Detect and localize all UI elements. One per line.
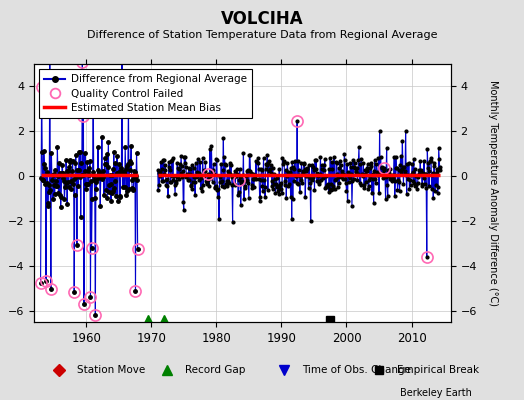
Text: Time of Obs. Change: Time of Obs. Change	[302, 365, 411, 375]
Legend: Difference from Regional Average, Quality Control Failed, Estimated Station Mean: Difference from Regional Average, Qualit…	[39, 69, 252, 118]
Text: Empirical Break: Empirical Break	[397, 365, 479, 375]
Text: Berkeley Earth: Berkeley Earth	[400, 388, 472, 398]
Text: Record Gap: Record Gap	[185, 365, 245, 375]
Text: VOLCIHA: VOLCIHA	[221, 10, 303, 28]
Text: Station Move: Station Move	[77, 365, 145, 375]
Text: Difference of Station Temperature Data from Regional Average: Difference of Station Temperature Data f…	[87, 30, 437, 40]
Y-axis label: Monthly Temperature Anomaly Difference (°C): Monthly Temperature Anomaly Difference (…	[488, 80, 498, 306]
